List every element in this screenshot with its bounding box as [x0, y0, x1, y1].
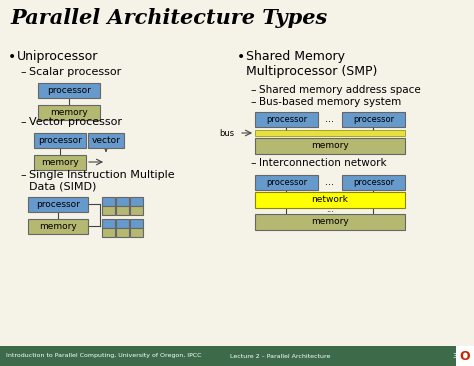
Text: –: –	[250, 158, 255, 168]
Text: –: –	[250, 97, 255, 107]
Text: •: •	[237, 50, 245, 64]
Text: processor: processor	[353, 115, 394, 124]
Bar	[130, 206, 143, 215]
Bar	[28, 219, 88, 234]
Bar	[88, 133, 124, 148]
Text: –: –	[20, 170, 26, 180]
Text: –: –	[20, 117, 26, 127]
Bar	[102, 197, 115, 206]
Text: Vector processor: Vector processor	[29, 117, 122, 127]
Text: ...: ...	[326, 205, 334, 214]
Text: Parallel Architecture Types: Parallel Architecture Types	[10, 8, 327, 28]
Text: Single Instruction Multiple
Data (SIMD): Single Instruction Multiple Data (SIMD)	[29, 170, 174, 191]
Text: O: O	[460, 350, 470, 362]
Text: ...: ...	[119, 218, 127, 227]
Text: –: –	[250, 85, 255, 95]
Text: Shared memory address space: Shared memory address space	[259, 85, 421, 95]
Text: memory: memory	[311, 142, 349, 150]
Bar	[342, 175, 405, 190]
Text: ...: ...	[326, 177, 335, 187]
Text: memory: memory	[41, 158, 79, 167]
Text: ...: ...	[326, 114, 335, 124]
Bar	[38, 105, 100, 120]
Bar	[255, 130, 405, 136]
Text: •: •	[8, 50, 16, 64]
Bar	[255, 175, 318, 190]
Bar	[28, 197, 88, 212]
Bar	[102, 206, 115, 215]
Text: 3: 3	[452, 353, 456, 359]
Text: Shared Memory
Multiprocessor (SMP): Shared Memory Multiprocessor (SMP)	[246, 50, 377, 78]
Text: network: network	[311, 195, 348, 205]
Text: Introduction to Parallel Computing, University of Oregon, IPCC: Introduction to Parallel Computing, Univ…	[6, 354, 201, 359]
Text: bus: bus	[219, 128, 234, 138]
Bar	[116, 206, 129, 215]
Text: vector: vector	[91, 136, 120, 145]
Text: Lecture 2 – Parallel Architecture: Lecture 2 – Parallel Architecture	[230, 354, 330, 359]
Text: processor: processor	[353, 178, 394, 187]
Text: processor: processor	[36, 200, 80, 209]
Bar	[255, 138, 405, 154]
Bar	[456, 346, 474, 366]
Text: processor: processor	[266, 115, 307, 124]
Text: –: –	[20, 67, 26, 77]
Bar	[130, 228, 143, 237]
Bar	[130, 219, 143, 228]
Bar	[255, 192, 405, 208]
Bar	[102, 219, 115, 228]
Bar	[116, 219, 129, 228]
Bar	[34, 155, 86, 170]
Bar	[130, 197, 143, 206]
Bar	[255, 112, 318, 127]
Text: memory: memory	[39, 222, 77, 231]
Bar	[116, 228, 129, 237]
Bar	[116, 197, 129, 206]
Bar	[34, 133, 86, 148]
Bar	[102, 228, 115, 237]
Bar	[38, 83, 100, 98]
Text: Interconnection network: Interconnection network	[259, 158, 387, 168]
Text: processor: processor	[38, 136, 82, 145]
Bar	[0, 346, 474, 366]
Bar	[342, 112, 405, 127]
Text: Scalar processor: Scalar processor	[29, 67, 121, 77]
Bar	[255, 214, 405, 230]
Text: Bus-based memory system: Bus-based memory system	[259, 97, 401, 107]
Text: memory: memory	[311, 217, 349, 227]
Text: Uniprocessor: Uniprocessor	[17, 50, 99, 63]
Text: processor: processor	[266, 178, 307, 187]
Text: memory: memory	[50, 108, 88, 117]
Text: processor: processor	[47, 86, 91, 95]
